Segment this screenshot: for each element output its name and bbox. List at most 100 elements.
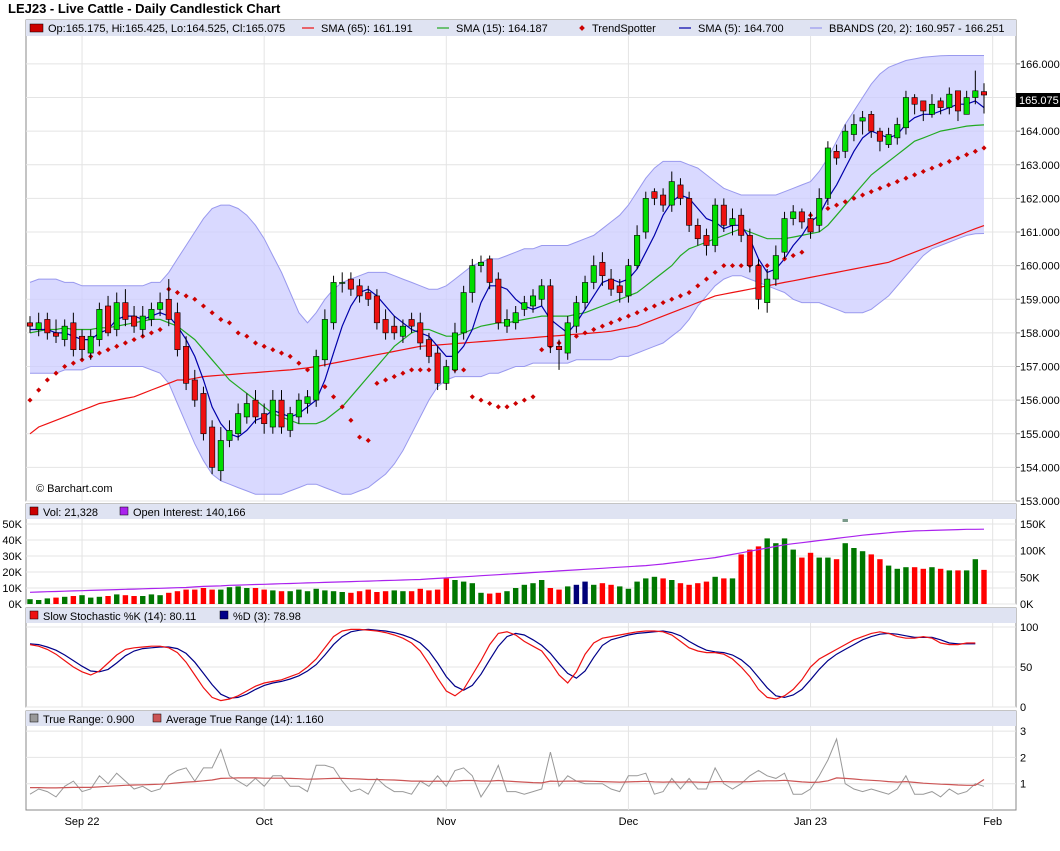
volume-bar [226, 587, 233, 604]
volume-bar [157, 595, 163, 604]
volume-bar [105, 596, 111, 604]
volume-bar [894, 568, 900, 604]
candle-body [148, 309, 155, 320]
candle-body [616, 285, 623, 293]
candle-body [547, 285, 554, 347]
trendspotter-marker [409, 367, 415, 373]
candle-body [824, 147, 831, 199]
candle-body [798, 211, 805, 223]
candle-body [313, 356, 320, 401]
candle-body [651, 191, 658, 199]
volume-bar [634, 581, 640, 604]
candle-body [928, 103, 935, 115]
volume-bar [174, 591, 181, 604]
stoch-tick-label: 0 [1020, 702, 1026, 714]
ohlc-swatch [29, 23, 44, 33]
candle-body [625, 265, 632, 297]
trendspotter-marker [712, 269, 718, 275]
volume-bar [96, 596, 103, 604]
volume-bar [140, 596, 146, 604]
volume-bar [738, 554, 744, 604]
candle-body [408, 319, 415, 327]
price-tick-label: 161.000 [1020, 227, 1060, 239]
volume-bar [79, 595, 85, 604]
trendspotter-marker [504, 404, 510, 410]
candle-body [61, 325, 68, 340]
trendspotter-marker [825, 205, 831, 212]
candle-body [937, 100, 944, 108]
watermark: © Barchart.com [36, 483, 113, 495]
volume-bar [807, 552, 814, 604]
candle-body [330, 282, 337, 324]
stoch-tick-label: 100 [1020, 622, 1038, 634]
trendspotter-marker [278, 350, 285, 356]
price-tick-label: 154.000 [1020, 462, 1060, 474]
volume-bar [408, 591, 415, 604]
candle-body [443, 366, 450, 384]
trendspotter-marker [114, 343, 120, 349]
trendspotter-marker [183, 293, 189, 299]
volume-bar [348, 592, 354, 604]
candle-body [96, 309, 103, 340]
candle-body [373, 295, 380, 324]
price-tick-label: 156.000 [1020, 395, 1060, 407]
trendspotter-marker [131, 337, 137, 343]
candle-body [772, 255, 779, 280]
volume-bar [851, 548, 857, 604]
candle-body [556, 346, 563, 350]
volume-bar [426, 590, 432, 604]
volume-bar [322, 590, 328, 604]
candle-body [44, 319, 51, 334]
candle-body [261, 413, 268, 424]
volume-tick-label: 40K [2, 535, 22, 547]
volume-bar [877, 559, 883, 604]
volume-bar [643, 578, 649, 604]
candle-body [157, 302, 164, 310]
price-tick-label: 157.000 [1020, 362, 1060, 374]
candle-body [399, 325, 406, 337]
volume-bar [148, 594, 155, 604]
volume-bar [495, 592, 502, 604]
volume-bar [859, 551, 866, 604]
volume-bar [712, 576, 718, 604]
candle-body [677, 184, 684, 199]
volume-bar [460, 581, 467, 604]
volume-bar [356, 591, 363, 604]
volume-bar [721, 578, 727, 604]
trendspotter-marker [599, 323, 605, 329]
trendspotter-marker [417, 367, 423, 373]
trendspotter-marker [218, 316, 224, 322]
candle-body [668, 181, 675, 206]
trendspotter-marker [634, 310, 640, 316]
chart-title: LEJ23 - Live Cattle - Daily Candlestick … [8, 1, 281, 16]
candle-body [980, 91, 987, 96]
candle-body [712, 204, 719, 246]
trendspotter-marker [148, 330, 154, 336]
candle-body [686, 198, 693, 226]
stoch-k-legend: Slow Stochastic %K (14): 80.11 [43, 611, 196, 623]
true-range-line [29, 737, 985, 798]
volume-bar [235, 586, 241, 604]
candle-body [122, 302, 129, 320]
stoch-d-line [29, 628, 976, 699]
trendspotter-marker [686, 289, 692, 296]
trendspotter-marker [799, 249, 805, 255]
volume-bar [703, 581, 710, 604]
candle-body [382, 319, 389, 334]
volume-bar [677, 583, 684, 604]
trendspotter-marker [287, 353, 293, 359]
volume-bar [443, 578, 449, 604]
volume-bar [512, 588, 519, 604]
price-legend: Op:165.175, Hi:165.425, Lo:164.525, Cl:1… [26, 20, 1016, 36]
volume-bar [218, 589, 224, 604]
candle-body [131, 315, 138, 327]
trendspotter-marker [955, 155, 961, 161]
price-tick-label: 160.000 [1020, 261, 1060, 273]
volume-bar [937, 568, 944, 604]
trendspotter-marker [426, 367, 432, 373]
volume-bar [903, 567, 909, 604]
volume-bar [565, 586, 571, 604]
volume-bar [296, 589, 302, 604]
trendspotter-marker [964, 152, 970, 158]
